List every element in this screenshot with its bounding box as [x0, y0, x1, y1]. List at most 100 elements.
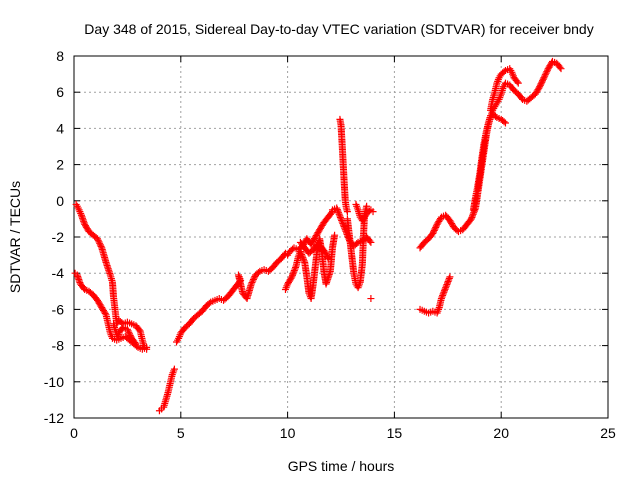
data-point-marker [439, 291, 447, 299]
data-point-marker [250, 274, 258, 282]
data-point-marker [514, 79, 522, 87]
y-tick-label: -8 [52, 338, 65, 354]
data-point-marker [143, 343, 151, 351]
data-point-marker [540, 74, 548, 82]
data-point-marker [125, 328, 133, 336]
data-point-marker [126, 330, 134, 338]
data-point-marker [247, 280, 255, 288]
series-arc-5 [173, 208, 336, 346]
y-tick-label: -6 [52, 301, 65, 317]
data-point-marker [298, 252, 306, 260]
data-point-marker [469, 212, 477, 220]
data-point-marker [299, 255, 307, 263]
data-point-marker [343, 208, 351, 216]
data-point-marker [468, 213, 476, 221]
data-point-marker [124, 327, 132, 335]
series-arc-12 [367, 295, 375, 303]
data-point-marker [557, 65, 565, 73]
data-point-marker [299, 254, 307, 262]
data-point-marker [439, 290, 447, 298]
data-point-marker [543, 66, 551, 74]
data-point-marker [442, 284, 450, 292]
data-point-marker [327, 209, 335, 217]
data-point-marker [556, 63, 564, 71]
data-point-marker [249, 277, 257, 285]
data-point-marker [440, 287, 448, 295]
y-tick-label: 0 [56, 193, 64, 209]
data-point-marker [300, 257, 308, 265]
x-tick-label: 0 [70, 425, 78, 441]
data-point-marker [537, 80, 545, 88]
data-point-marker [363, 202, 371, 210]
data-point-marker [335, 210, 343, 218]
data-point-marker [249, 276, 257, 284]
series-arc-16 [487, 65, 522, 114]
y-tick-label: -4 [52, 265, 65, 281]
data-point-marker [333, 204, 341, 212]
x-tick-label: 25 [600, 425, 616, 441]
y-tick-label: 4 [56, 120, 64, 136]
data-point-marker [432, 223, 440, 231]
data-point-marker [93, 235, 101, 243]
data-point-marker [288, 273, 296, 281]
data-point-marker [445, 276, 453, 284]
data-point-marker [541, 71, 549, 79]
data-point-marker [538, 77, 546, 85]
data-point-marker [288, 271, 296, 279]
data-point-marker [107, 331, 115, 339]
axis-ticks [73, 55, 609, 419]
data-point-marker [437, 295, 445, 303]
data-point-marker [334, 207, 342, 215]
data-point-marker [442, 282, 450, 290]
data-point-marker [248, 279, 256, 287]
y-tick-label: -12 [44, 410, 64, 426]
data-point-marker [96, 241, 104, 249]
data-point-marker [292, 264, 300, 272]
data-point-marker [170, 365, 178, 373]
data-point-marker [336, 213, 344, 221]
series-arc-15 [469, 110, 509, 214]
data-point-marker [298, 251, 306, 259]
data-point-marker [538, 78, 546, 86]
data-series [71, 57, 565, 415]
data-point-marker [297, 249, 305, 257]
data-point-marker [94, 236, 102, 244]
series-arc-14 [416, 273, 454, 317]
y-tick-labels: -12 -10 -8 -6 -4 -2 0 2 4 6 8 [44, 48, 64, 426]
data-point-marker [169, 369, 177, 377]
y-tick-label: -10 [44, 374, 64, 390]
series-arc-7 [296, 238, 332, 263]
data-point-marker [429, 229, 437, 237]
data-point-marker [337, 215, 345, 223]
data-point-marker [441, 285, 449, 293]
data-point-marker [500, 68, 508, 76]
y-axis-title: SDTVAR / TECUs [7, 181, 23, 293]
chart-title: Day 348 of 2015, Sidereal Day-to-day VTE… [84, 21, 593, 37]
data-point-marker [101, 309, 109, 317]
y-tick-label: -2 [52, 229, 65, 245]
data-point-marker [132, 340, 140, 348]
data-point-marker [542, 69, 550, 77]
data-point-marker [353, 240, 361, 248]
series-arc-9 [336, 115, 351, 216]
series-arc-13 [416, 57, 565, 252]
data-point-marker [543, 68, 551, 76]
data-point-marker [431, 225, 439, 233]
x-tick-label: 10 [280, 425, 296, 441]
x-tick-label: 15 [387, 425, 403, 441]
series-arc-10 [343, 202, 371, 292]
data-point-marker [501, 119, 509, 127]
data-point-marker [467, 215, 475, 223]
data-point-marker [205, 299, 213, 307]
data-point-marker [539, 75, 547, 83]
data-point-marker [336, 212, 344, 220]
x-tick-labels: 0 5 10 15 20 25 [70, 425, 616, 441]
x-tick-label: 20 [493, 425, 509, 441]
data-point-marker [97, 242, 105, 250]
data-point-marker [333, 206, 341, 214]
data-point-marker [367, 295, 375, 303]
data-point-marker [287, 274, 295, 282]
data-point-marker [290, 267, 298, 275]
data-point-marker [536, 83, 544, 91]
